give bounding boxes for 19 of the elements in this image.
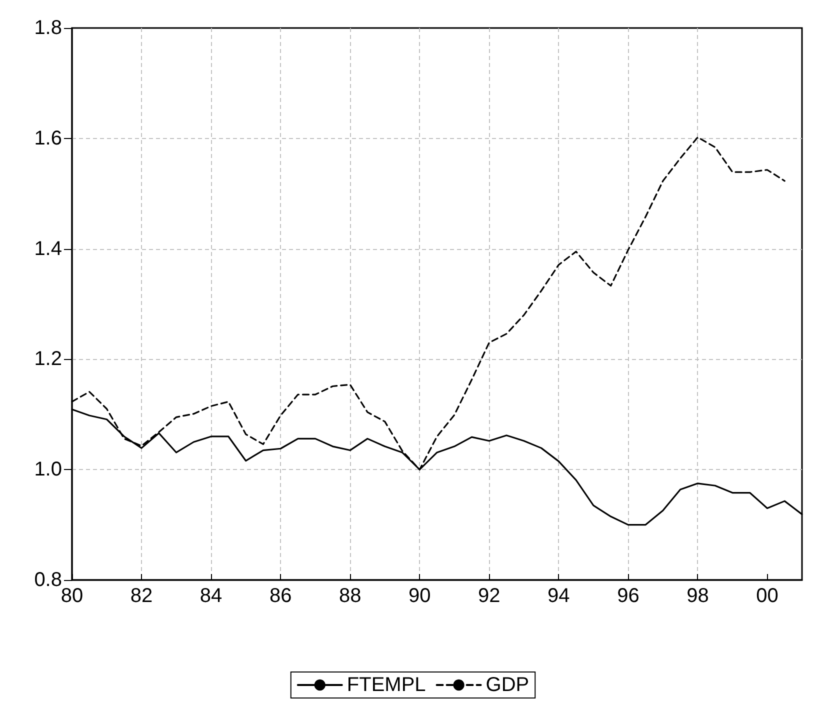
x-tick-label: 94 xyxy=(548,585,570,607)
legend-label: FTEMPL xyxy=(346,674,426,696)
y-tick-label: 1.4 xyxy=(34,238,62,260)
y-tick-label: 1.6 xyxy=(34,127,62,150)
x-tick-label: 88 xyxy=(338,585,362,607)
x-tick-label: 80 xyxy=(60,585,84,607)
x-tick-label: 84 xyxy=(200,585,222,607)
x-tick-label: 96 xyxy=(617,585,640,607)
y-tick-label: 1.2 xyxy=(34,348,62,370)
x-tick-label: 86 xyxy=(269,585,292,607)
x-tick-label: 00 xyxy=(756,585,778,607)
x-tick-label: 90 xyxy=(408,585,431,607)
legend-label: GDP xyxy=(486,674,530,696)
y-tick-label: 0.8 xyxy=(34,569,62,591)
x-tick-label: 98 xyxy=(686,585,709,607)
x-tick-label: 92 xyxy=(478,585,500,607)
y-tick-label: 1.0 xyxy=(34,458,62,481)
y-tick-label: 1.8 xyxy=(34,17,62,39)
x-tick-label: 82 xyxy=(130,585,153,607)
